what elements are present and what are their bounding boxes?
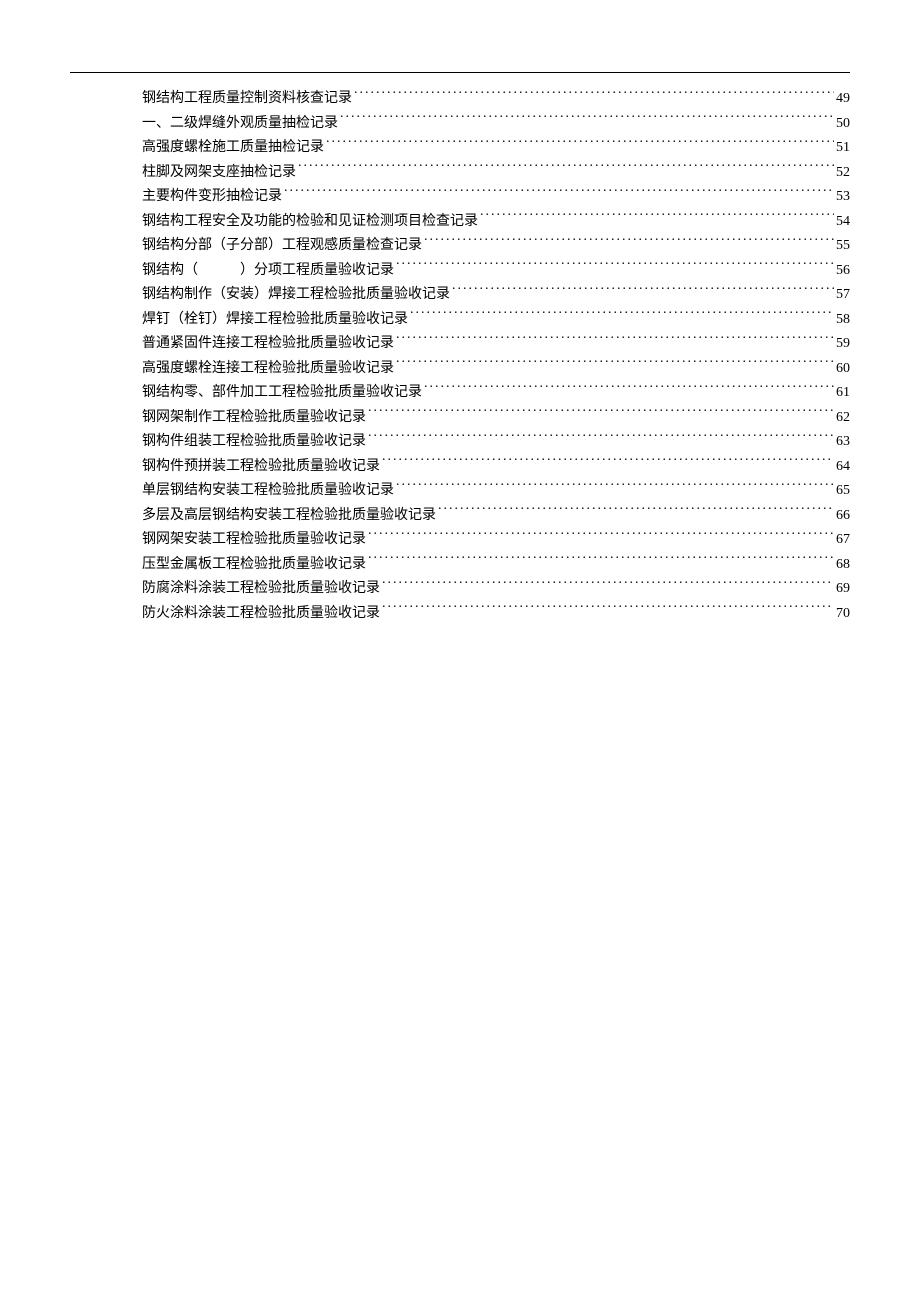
- toc-leader-dots: [368, 431, 834, 445]
- toc-entry-page: 59: [836, 332, 850, 357]
- toc-entry-page: 67: [836, 528, 850, 553]
- toc-leader-dots: [354, 88, 834, 102]
- toc-entry: 多层及高层钢结构安装工程检验批质量验收记录 66: [142, 504, 850, 529]
- header-divider-line: [70, 72, 850, 73]
- toc-entry-page: 58: [836, 308, 850, 333]
- toc-entry-page: 69: [836, 577, 850, 602]
- toc-entry-page: 51: [836, 136, 850, 161]
- toc-entry-title: 防腐涂料涂装工程检验批质量验收记录: [142, 577, 380, 602]
- toc-entry-title: 钢结构零、部件加工工程检验批质量验收记录: [142, 381, 422, 406]
- toc-leader-dots: [438, 505, 834, 519]
- toc-leader-dots: [382, 456, 834, 470]
- toc-leader-dots: [284, 186, 834, 200]
- toc-entry: 钢结构（ ）分项工程质量验收记录 56: [142, 259, 850, 284]
- toc-entry-title: 钢结构（ ）分项工程质量验收记录: [142, 259, 394, 284]
- toc-entry-title: 高强度螺栓施工质量抽检记录: [142, 136, 324, 161]
- toc-entry-page: 49: [836, 87, 850, 112]
- toc-leader-dots: [396, 260, 834, 274]
- toc-entry-title: 防火涂料涂装工程检验批质量验收记录: [142, 602, 380, 627]
- toc-entry: 普通紧固件连接工程检验批质量验收记录 59: [142, 332, 850, 357]
- toc-entry-title: 钢构件组装工程检验批质量验收记录: [142, 430, 366, 455]
- toc-entry-title: 主要构件变形抽检记录: [142, 185, 282, 210]
- toc-entry-title: 钢结构制作（安装）焊接工程检验批质量验收记录: [142, 283, 450, 308]
- toc-entry-page: 61: [836, 381, 850, 406]
- toc-entry-title: 多层及高层钢结构安装工程检验批质量验收记录: [142, 504, 436, 529]
- toc-leader-dots: [298, 162, 834, 176]
- toc-leader-dots: [452, 284, 834, 298]
- toc-entry-page: 50: [836, 112, 850, 137]
- toc-entry-title: 钢网架制作工程检验批质量验收记录: [142, 406, 366, 431]
- toc-entry-page: 70: [836, 602, 850, 627]
- toc-entry-title: 钢结构分部（子分部）工程观感质量检查记录: [142, 234, 422, 259]
- toc-leader-dots: [382, 603, 834, 617]
- toc-entry-title: 钢结构工程安全及功能的检验和见证检测项目检查记录: [142, 210, 478, 235]
- toc-leader-dots: [410, 309, 834, 323]
- toc-entry-page: 52: [836, 161, 850, 186]
- toc-entry-title: 钢结构工程质量控制资料核查记录: [142, 87, 352, 112]
- toc-entry-page: 68: [836, 553, 850, 578]
- toc-entry-title: 压型金属板工程检验批质量验收记录: [142, 553, 366, 578]
- toc-entry-page: 64: [836, 455, 850, 480]
- toc-entry: 钢结构工程安全及功能的检验和见证检测项目检查记录 54: [142, 210, 850, 235]
- toc-leader-dots: [382, 578, 834, 592]
- toc-entry: 主要构件变形抽检记录 53: [142, 185, 850, 210]
- toc-entry-page: 66: [836, 504, 850, 529]
- toc-entry-page: 53: [836, 185, 850, 210]
- toc-entry: 钢构件预拼装工程检验批质量验收记录 64: [142, 455, 850, 480]
- page-container: 钢结构工程质量控制资料核查记录 49 一、二级焊缝外观质量抽检记录 50 高强度…: [0, 0, 920, 626]
- toc-entry-page: 60: [836, 357, 850, 382]
- toc-entry-title: 柱脚及网架支座抽检记录: [142, 161, 296, 186]
- toc-entry-title: 单层钢结构安装工程检验批质量验收记录: [142, 479, 394, 504]
- toc-entry: 高强度螺栓施工质量抽检记录 51: [142, 136, 850, 161]
- toc-leader-dots: [368, 407, 834, 421]
- toc-entry-page: 56: [836, 259, 850, 284]
- toc-leader-dots: [396, 333, 834, 347]
- toc-leader-dots: [396, 358, 834, 372]
- toc-entry-page: 54: [836, 210, 850, 235]
- toc-entry-page: 55: [836, 234, 850, 259]
- toc-entry: 钢结构制作（安装）焊接工程检验批质量验收记录 57: [142, 283, 850, 308]
- toc-entry: 压型金属板工程检验批质量验收记录 68: [142, 553, 850, 578]
- toc-leader-dots: [396, 480, 834, 494]
- toc-entry: 钢网架安装工程检验批质量验收记录 67: [142, 528, 850, 553]
- toc-entry-title: 高强度螺栓连接工程检验批质量验收记录: [142, 357, 394, 382]
- toc-entry-page: 63: [836, 430, 850, 455]
- toc-entry: 柱脚及网架支座抽检记录 52: [142, 161, 850, 186]
- toc-leader-dots: [368, 529, 834, 543]
- toc-entry-page: 62: [836, 406, 850, 431]
- toc-entry: 防腐涂料涂装工程检验批质量验收记录 69: [142, 577, 850, 602]
- toc-entry-page: 57: [836, 283, 850, 308]
- toc-entry: 高强度螺栓连接工程检验批质量验收记录 60: [142, 357, 850, 382]
- toc-entry: 焊钉（栓钉）焊接工程检验批质量验收记录 58: [142, 308, 850, 333]
- toc-entry: 钢网架制作工程检验批质量验收记录 62: [142, 406, 850, 431]
- toc-entry-title: 一、二级焊缝外观质量抽检记录: [142, 112, 338, 137]
- toc-entry: 钢构件组装工程检验批质量验收记录 63: [142, 430, 850, 455]
- toc-entry-title: 钢网架安装工程检验批质量验收记录: [142, 528, 366, 553]
- toc-entry-title: 钢构件预拼装工程检验批质量验收记录: [142, 455, 380, 480]
- toc-entry: 单层钢结构安装工程检验批质量验收记录 65: [142, 479, 850, 504]
- toc-entry: 钢结构工程质量控制资料核查记录 49: [142, 87, 850, 112]
- toc-entry: 钢结构零、部件加工工程检验批质量验收记录 61: [142, 381, 850, 406]
- toc-entry-title: 焊钉（栓钉）焊接工程检验批质量验收记录: [142, 308, 408, 333]
- toc-leader-dots: [326, 137, 834, 151]
- toc-entry: 防火涂料涂装工程检验批质量验收记录 70: [142, 602, 850, 627]
- toc-leader-dots: [424, 235, 834, 249]
- table-of-contents: 钢结构工程质量控制资料核查记录 49 一、二级焊缝外观质量抽检记录 50 高强度…: [70, 87, 850, 626]
- toc-entry-title: 普通紧固件连接工程检验批质量验收记录: [142, 332, 394, 357]
- toc-entry: 一、二级焊缝外观质量抽检记录 50: [142, 112, 850, 137]
- toc-entry-page: 65: [836, 479, 850, 504]
- toc-leader-dots: [480, 211, 834, 225]
- toc-leader-dots: [368, 554, 834, 568]
- toc-entry: 钢结构分部（子分部）工程观感质量检查记录 55: [142, 234, 850, 259]
- toc-leader-dots: [424, 382, 834, 396]
- toc-leader-dots: [340, 113, 834, 127]
